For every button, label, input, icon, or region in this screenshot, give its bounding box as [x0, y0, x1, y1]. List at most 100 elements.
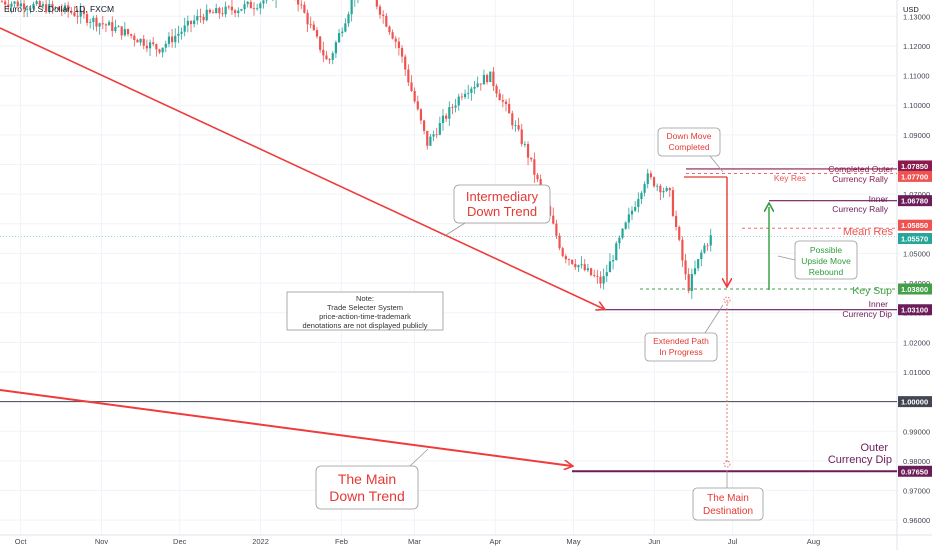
candle-body — [656, 186, 658, 187]
candle-body — [606, 272, 608, 276]
x-tick-label: Apr — [489, 537, 501, 546]
candle-body — [451, 107, 453, 108]
candle-body — [640, 193, 642, 199]
candle-body — [259, 3, 261, 8]
candle-body — [99, 23, 101, 26]
candle-body — [398, 42, 400, 48]
candle-body — [158, 49, 160, 52]
x-tick-label: Mar — [408, 537, 421, 546]
candle-body — [379, 7, 381, 15]
y-tick-label: 1.12000 — [903, 42, 930, 51]
candle-body — [584, 264, 586, 270]
candle-body — [306, 13, 308, 25]
candle-body — [155, 44, 157, 49]
intermediary-trend-line[interactable] — [0, 28, 604, 309]
candle-body — [448, 107, 450, 119]
candle-body — [442, 116, 444, 123]
candle-body — [562, 248, 564, 256]
main-trend-text-1: The Main — [338, 471, 396, 487]
rebound-text-3: Rebound — [809, 267, 844, 277]
candle-body — [558, 236, 560, 248]
note-text-1: Note: — [356, 294, 374, 303]
key-res-label: Key Res — [774, 173, 806, 183]
candle-body — [303, 5, 305, 13]
note-text-4: denotations are not displayed publicly — [302, 321, 427, 330]
x-tick-label: 2022 — [252, 537, 269, 546]
candle-body — [681, 240, 683, 261]
price-levels — [0, 169, 897, 471]
candle-body — [467, 93, 469, 94]
candle-body — [634, 207, 636, 211]
candle-body — [86, 14, 88, 23]
candle-body — [486, 75, 488, 82]
extended-text-2: In Progress — [659, 347, 702, 357]
candle-body — [225, 7, 227, 15]
candle-body — [162, 48, 164, 53]
rebound-callout[interactable]: Possible Upside Move Rebound — [778, 241, 857, 279]
candle-body — [187, 21, 189, 26]
intermediary-text-2: Down Trend — [467, 204, 537, 219]
intermediary-callout[interactable]: Intermediary Down Trend — [446, 185, 550, 235]
candle-body — [495, 86, 497, 94]
candle-body — [669, 188, 671, 190]
y-tick-label: 0.97000 — [903, 487, 930, 496]
note-box[interactable]: Note: Trade Selecter System price-action… — [287, 292, 443, 330]
candle-body — [499, 93, 501, 100]
candle-body — [136, 40, 138, 43]
rebound-text-1: Possible — [810, 245, 842, 255]
candle-body — [404, 57, 406, 70]
candle-body — [691, 274, 693, 291]
candle-body — [203, 17, 205, 20]
completed-outer-label-2: Currency Rally — [832, 174, 888, 184]
level-labels: Completed Outer Currency Rally Key Res I… — [774, 164, 894, 466]
candle-body — [133, 36, 135, 40]
destination-callout[interactable]: The Main Destination — [693, 470, 763, 520]
candle-body — [180, 32, 182, 34]
candle-body — [344, 23, 346, 31]
main-trend-callout[interactable]: The Main Down Trend — [316, 449, 428, 509]
candle-body — [247, 2, 249, 4]
candle-body — [190, 21, 192, 24]
candle-body — [114, 27, 116, 31]
extended-path-callout[interactable]: Extended Path In Progress — [645, 305, 723, 361]
x-tick-label: Feb — [335, 537, 348, 546]
candle-body — [662, 191, 664, 192]
candle-body — [587, 268, 589, 270]
candle-body — [518, 125, 520, 129]
price-tag-text-key_sup: 1.03800 — [901, 285, 928, 294]
y-tick-label: 1.02000 — [903, 338, 930, 347]
candle-body — [124, 29, 126, 35]
candle-body — [464, 94, 466, 97]
candle-body — [392, 32, 394, 38]
price-tag-text-outer_dip: 0.97650 — [901, 467, 928, 476]
candle-body — [703, 245, 705, 252]
candle-body — [206, 10, 208, 20]
y-tick-label: 1.11000 — [903, 72, 930, 81]
candle-body — [310, 24, 312, 25]
candle-body — [149, 42, 151, 48]
price-axis[interactable]: 1.130001.120001.110001.100001.090001.080… — [898, 12, 932, 525]
x-tick-label: Oct — [15, 537, 28, 546]
candle-body — [376, 0, 378, 7]
candle-body — [694, 268, 696, 274]
candle-body — [338, 33, 340, 42]
x-tick-label: Jun — [648, 537, 660, 546]
candle-body — [407, 69, 409, 82]
candle-body — [436, 134, 438, 135]
candle-body — [647, 173, 649, 184]
candle-body — [319, 37, 321, 50]
price-tag-text-current: 1.05570 — [901, 235, 928, 244]
candle-body — [609, 261, 611, 272]
down-move-callout[interactable]: Down Move Completed — [658, 128, 723, 172]
candle-body — [253, 8, 255, 9]
candle-body — [483, 75, 485, 84]
candle-body — [234, 10, 236, 13]
candle-body — [171, 37, 173, 43]
x-tick-label: Dec — [173, 537, 187, 546]
candle-body — [455, 106, 457, 108]
candle-body — [105, 24, 107, 25]
